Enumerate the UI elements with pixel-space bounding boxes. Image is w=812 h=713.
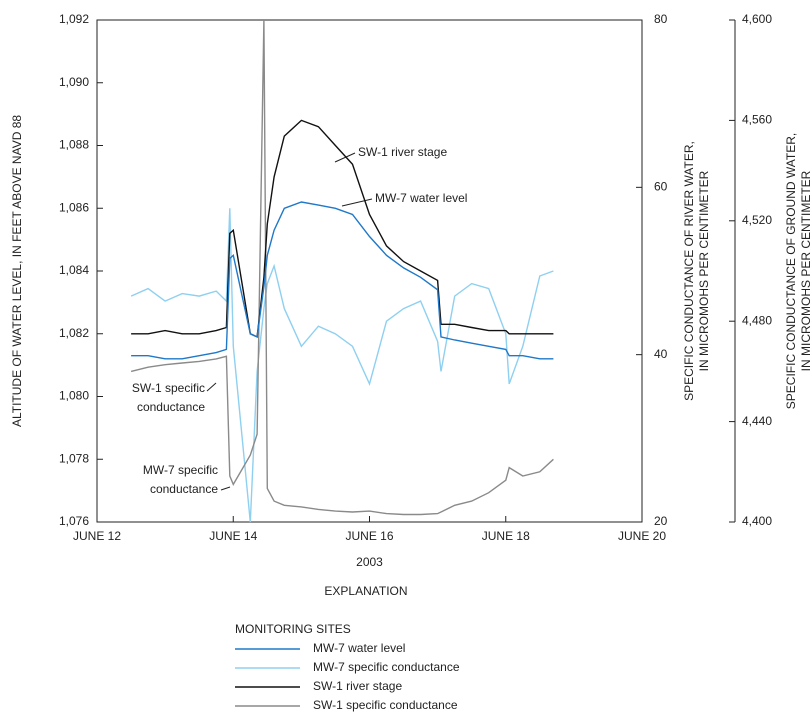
leader bbox=[334, 152, 356, 163]
legend-label: MW-7 specific conductance bbox=[313, 660, 460, 674]
y2-tick-label: 20 bbox=[654, 514, 668, 528]
y-tick-label: 1,080 bbox=[59, 389, 89, 403]
y2-tick-label: 80 bbox=[654, 12, 668, 26]
x-axis-label: 2003 bbox=[356, 555, 383, 569]
y2-tick-label: 40 bbox=[654, 347, 668, 361]
annotation: MW-7 water level bbox=[375, 191, 467, 205]
y-tick-label: 1,084 bbox=[59, 263, 89, 277]
annotation: SW-1 river stage bbox=[358, 145, 447, 159]
leader bbox=[341, 198, 373, 207]
y3-tick-label: 4,560 bbox=[742, 113, 772, 127]
legend-subtitle: MONITORING SITES bbox=[235, 622, 351, 636]
y-tick-label: 1,082 bbox=[59, 326, 89, 340]
legend-label: SW-1 specific conductance bbox=[313, 698, 458, 712]
x-tick-label: JUNE 16 bbox=[345, 529, 393, 543]
series-line bbox=[131, 201, 554, 360]
leader bbox=[220, 486, 231, 491]
annotation: MW-7 specific bbox=[143, 463, 218, 477]
y2-tick-label: 60 bbox=[654, 180, 668, 194]
annotation: conductance bbox=[150, 482, 218, 496]
y-tick-label: 1,088 bbox=[59, 138, 89, 152]
legend-title: EXPLANATION bbox=[324, 584, 407, 598]
legend-label: SW-1 river stage bbox=[313, 679, 402, 693]
leader bbox=[206, 382, 217, 392]
y3-axis-title: IN MICROMOHS PER CENTIMETER bbox=[799, 170, 812, 371]
y-tick-label: 1,090 bbox=[59, 75, 89, 89]
y-axis-title: ALTITUDE OF WATER LEVEL, IN FEET ABOVE N… bbox=[10, 115, 24, 427]
y3-tick-label: 4,520 bbox=[742, 213, 772, 227]
y3-tick-label: 4,400 bbox=[742, 514, 772, 528]
y3-axis-title: SPECIFIC CONDUCTANCE OF GROUND WATER, bbox=[784, 133, 798, 409]
series-line bbox=[130, 19, 554, 516]
annotation: SW-1 specific bbox=[132, 381, 205, 395]
y-tick-label: 1,086 bbox=[59, 200, 89, 214]
y2-axis-title: IN MICROMOHS PER CENTIMETER bbox=[697, 170, 711, 371]
y3-tick-label: 4,480 bbox=[742, 313, 772, 327]
annotation: conductance bbox=[137, 400, 205, 414]
x-tick-label: JUNE 18 bbox=[482, 529, 530, 543]
x-tick-label: JUNE 12 bbox=[73, 529, 121, 543]
y-tick-label: 1,078 bbox=[59, 451, 89, 465]
x-tick-label: JUNE 14 bbox=[209, 529, 257, 543]
series-line bbox=[131, 119, 554, 338]
series-line bbox=[130, 208, 554, 523]
legend-label: MW-7 water level bbox=[313, 641, 405, 655]
plot-frame bbox=[96, 19, 643, 523]
y2-axis-title: SPECIFIC CONDUCTANCE OF RIVER WATER, bbox=[682, 141, 696, 401]
y3-tick-label: 4,600 bbox=[742, 12, 772, 26]
y3-tick-label: 4,440 bbox=[742, 414, 772, 428]
y-tick-label: 1,092 bbox=[59, 12, 89, 26]
y-tick-label: 1,076 bbox=[59, 514, 89, 528]
x-tick-label: JUNE 20 bbox=[618, 529, 666, 543]
